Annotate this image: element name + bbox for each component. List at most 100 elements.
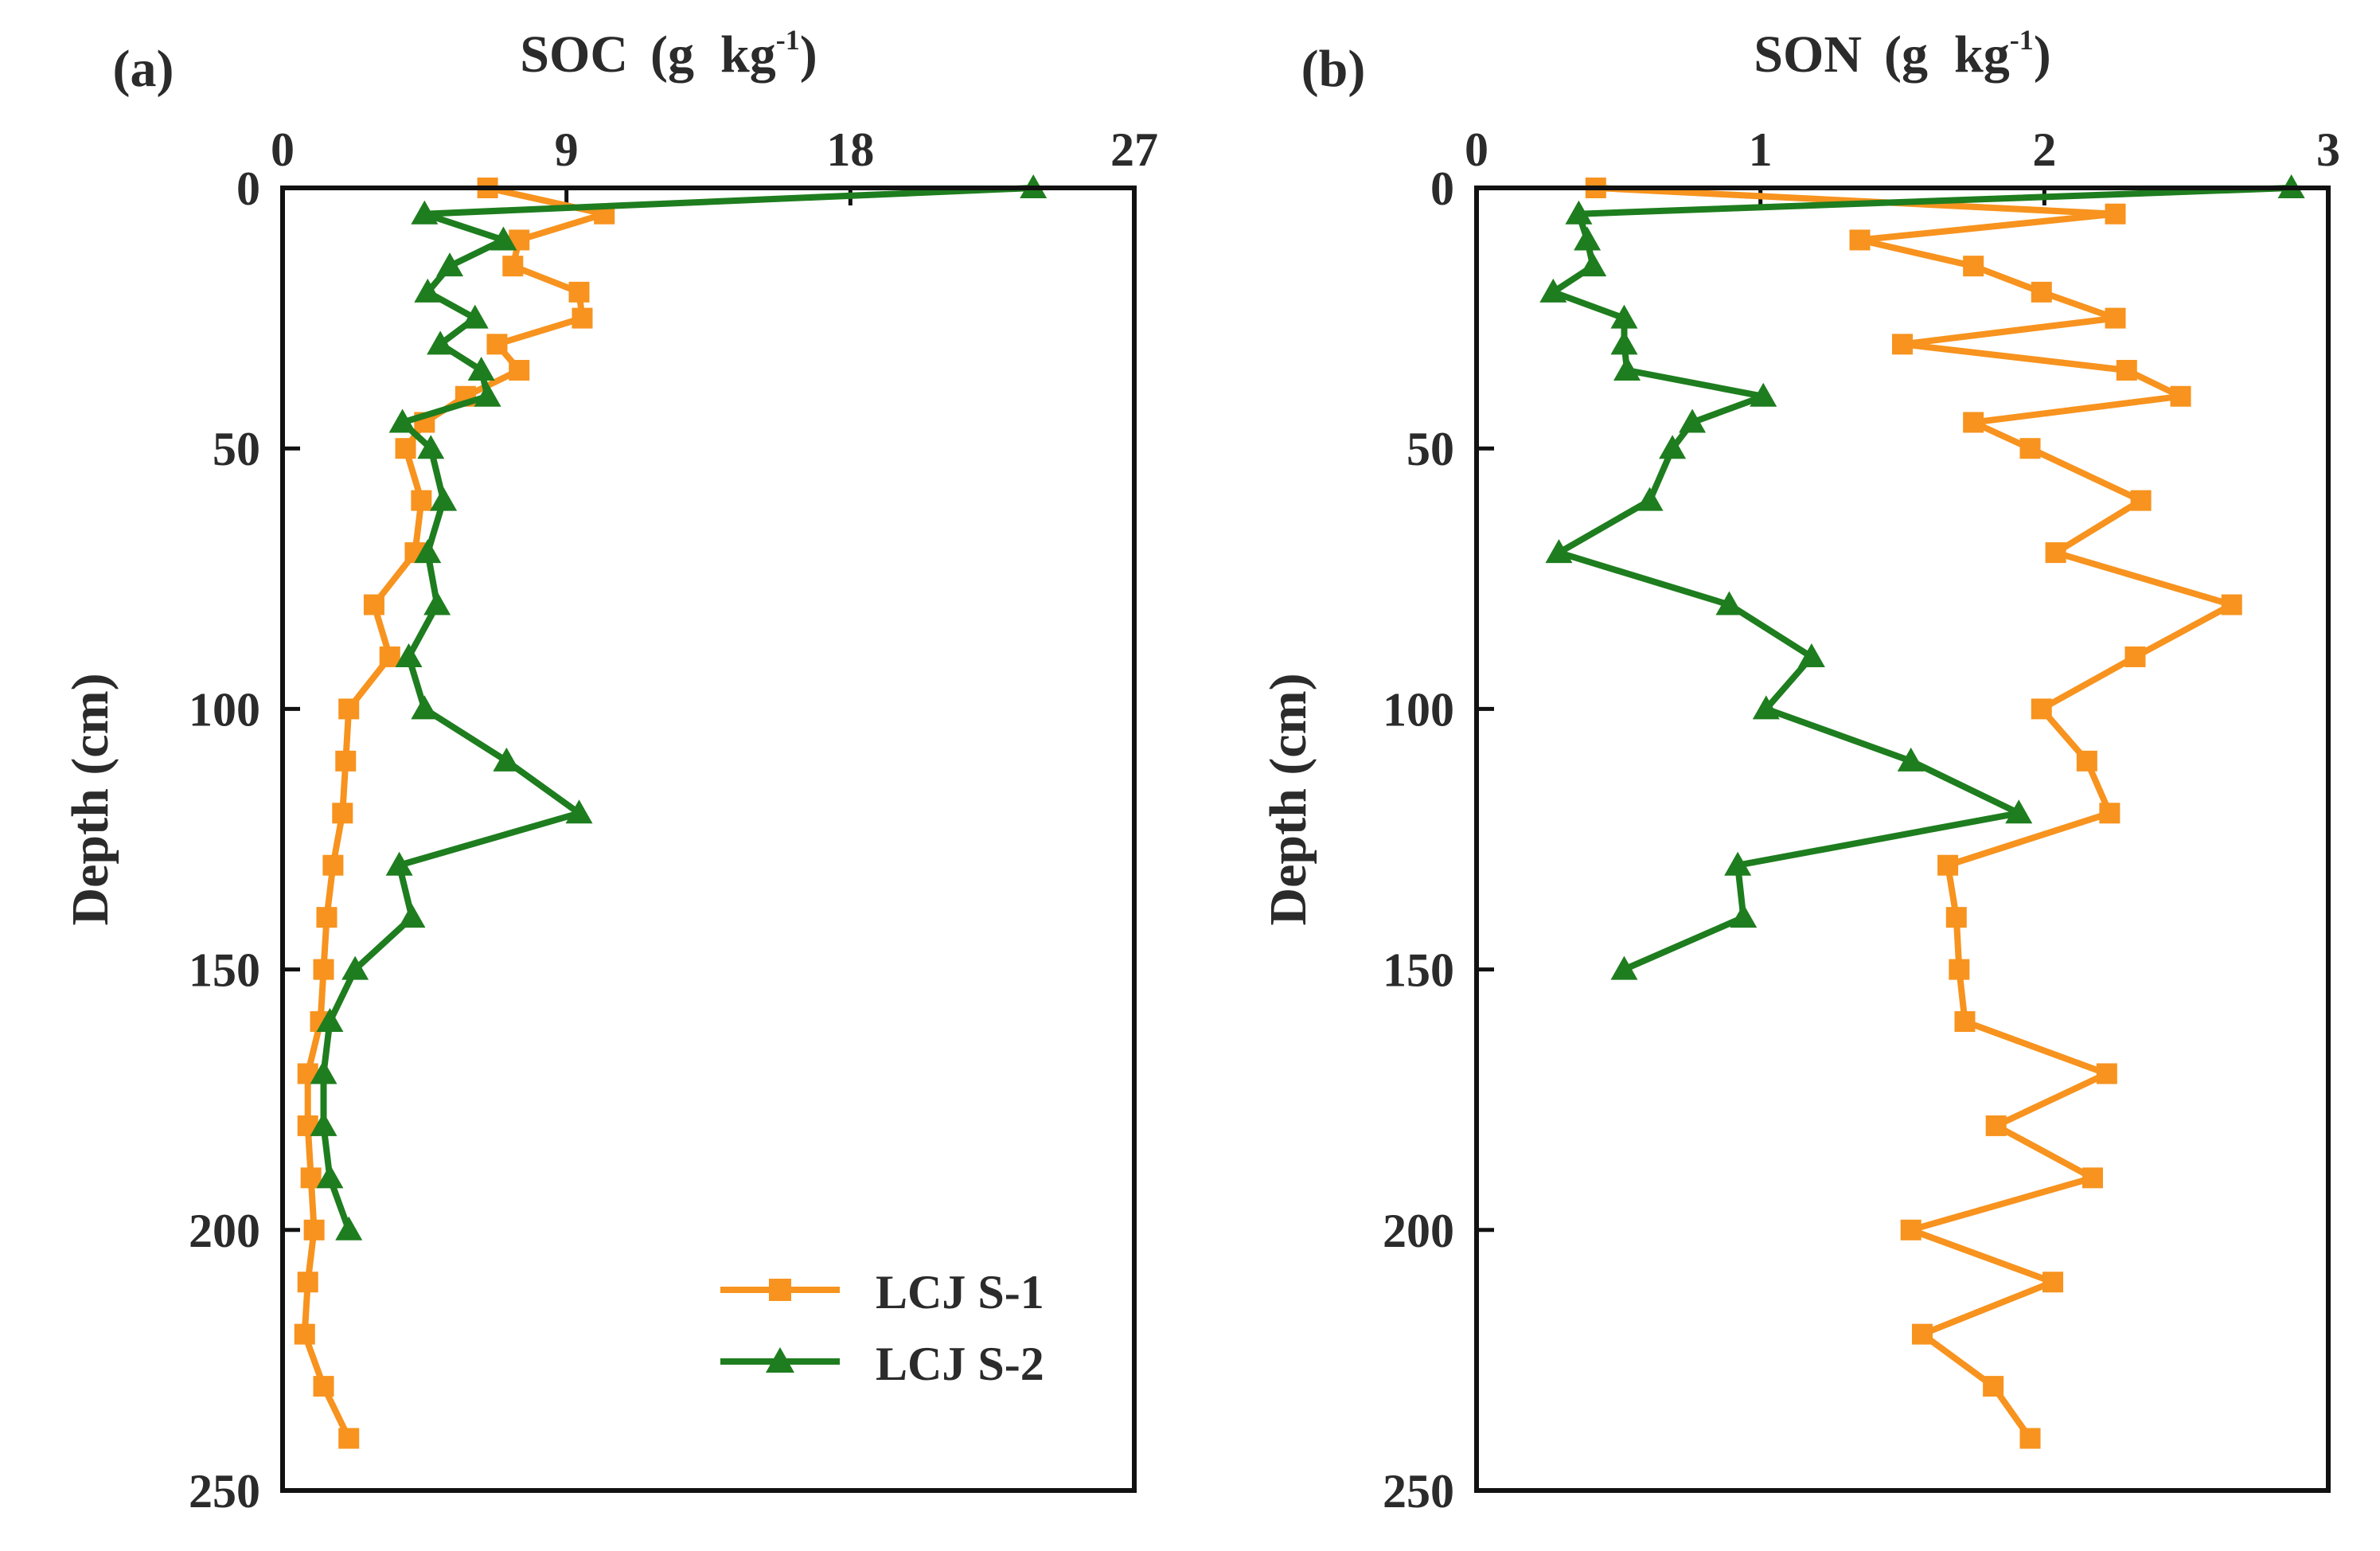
point-lcj-s-2-b — [1797, 643, 1825, 667]
legend-marker-s2 — [766, 1347, 794, 1373]
legend: LCJ S-1 LCJ S-2 — [720, 1266, 1044, 1390]
y-tick-label-b: 250 — [1383, 1465, 1454, 1518]
point-lcj-s-1-a — [379, 646, 400, 667]
point-lcj-s-2-a — [411, 200, 439, 225]
point-lcj-s-1-b — [2170, 385, 2191, 407]
point-lcj-s-2-b — [1539, 278, 1567, 303]
point-lcj-s-1-a — [313, 1376, 334, 1397]
x-axis-unit-close-b: ) — [2034, 25, 2051, 84]
y-tick-label-a: 150 — [189, 944, 260, 997]
x-tick-label-a: 18 — [826, 123, 874, 176]
point-lcj-s-1-b — [2019, 1428, 2041, 1449]
point-lcj-s-2-b — [1545, 539, 1573, 564]
x-axis-title-b: SON (g kg-1) — [1754, 24, 2050, 84]
x-tick-label-a: 9 — [555, 123, 579, 176]
point-lcj-s-1-b — [2124, 646, 2146, 667]
point-lcj-s-1-b — [2031, 281, 2052, 303]
y-tick-label-b: 50 — [1407, 423, 1454, 475]
series-a — [294, 174, 1048, 1449]
point-lcj-s-1-a — [411, 490, 432, 511]
y-tick-label-b: 100 — [1383, 683, 1454, 736]
y-tick-label-a: 50 — [213, 423, 260, 475]
plot-frame-b — [1474, 186, 2331, 1493]
point-lcj-s-2-a — [398, 904, 426, 928]
point-lcj-s-1-a — [313, 959, 334, 980]
x-axis-unit-close-a: ) — [800, 25, 817, 84]
point-lcj-s-1-b — [1983, 1376, 2004, 1397]
point-lcj-s-2-b — [1679, 408, 1707, 433]
point-lcj-s-2-a — [414, 278, 442, 303]
point-lcj-s-1-b — [1937, 854, 1959, 876]
point-lcj-s-1-b — [2045, 542, 2066, 564]
point-lcj-s-1-b — [2082, 1167, 2103, 1189]
x-axis-title-a: SOC (g kg-1) — [520, 24, 817, 84]
point-lcj-s-1-b — [2099, 803, 2121, 824]
point-lcj-s-2-a — [461, 304, 489, 329]
y-tick-label-b: 200 — [1383, 1205, 1454, 1257]
point-lcj-s-1-b — [2043, 1272, 2064, 1293]
x-axis-unit-open-a: (g kg — [650, 25, 776, 84]
point-lcj-s-2-a — [565, 799, 593, 824]
point-lcj-s-1-a — [338, 698, 360, 720]
series-line-lcj-s-2-b — [1550, 185, 2292, 973]
point-lcj-s-1-b — [1911, 1323, 1933, 1345]
point-lcj-s-2-a — [423, 591, 451, 615]
point-lcj-s-1-b — [2019, 438, 2041, 459]
panel-a-soc: (a) SOC (g kg-1) Depth (cm) 0 9 18 27 0 50 100 1… — [61, 24, 1158, 1518]
y-tick-label-b: 150 — [1383, 944, 1454, 997]
point-lcj-s-1-a — [316, 907, 337, 928]
point-lcj-s-1-a — [338, 1428, 360, 1449]
x-tick-label-a: 27 — [1110, 123, 1158, 176]
point-lcj-s-1-b — [1849, 229, 1871, 251]
point-lcj-s-1-b — [2096, 1063, 2117, 1084]
point-lcj-s-2-b — [1897, 747, 1925, 772]
y-axis-label-b: Depth (cm) — [1259, 673, 1317, 925]
point-lcj-s-2-b — [1579, 252, 1607, 277]
point-lcj-s-2-a — [490, 226, 517, 251]
point-lcj-s-1-b — [1900, 1219, 1922, 1240]
point-lcj-s-1-a — [568, 281, 590, 303]
point-lcj-s-2-a — [414, 539, 442, 564]
point-lcj-s-1-b — [1892, 334, 1913, 355]
y-tick-label-b: 0 — [1430, 162, 1454, 215]
point-lcj-s-1-a — [300, 1167, 322, 1189]
point-lcj-s-2-a — [341, 955, 369, 980]
point-lcj-s-1-a — [322, 854, 344, 876]
x-axis-unit-open-b: (g kg — [1884, 25, 2010, 84]
point-lcj-s-2-b — [1730, 904, 1758, 928]
x-axis-unit-sup-a: -1 — [776, 24, 800, 56]
point-lcj-s-1-b — [2221, 594, 2242, 615]
series-line-lcj-s-1-b — [1595, 185, 2235, 1440]
point-lcj-s-2-b — [1565, 200, 1593, 225]
point-lcj-s-1-b — [1963, 256, 1984, 277]
y-axis-label-a: Depth (cm) — [61, 673, 119, 925]
point-lcj-s-1-b — [2116, 360, 2137, 381]
panel-label-b: (b) — [1301, 40, 1366, 98]
point-lcj-s-1-b — [2105, 307, 2126, 329]
ticks-b: 0 1 2 3 0 50 100 150 200 250 — [1383, 123, 2340, 1518]
legend-label-s2: LCJ S-2 — [876, 1338, 1044, 1390]
point-lcj-s-2-a — [310, 1111, 337, 1136]
x-tick-label-b: 3 — [2316, 123, 2340, 176]
point-lcj-s-2-b — [1715, 591, 1743, 615]
point-lcj-s-2-a — [493, 747, 521, 772]
legend-label-s1: LCJ S-1 — [876, 1266, 1044, 1319]
point-lcj-s-2-a — [316, 1164, 344, 1189]
plot-frame-a — [280, 186, 1137, 1493]
point-lcj-s-1-a — [332, 803, 353, 824]
panel-b-son: (b) SON (g kg-1) Depth (cm) 0 1 2 3 0 50 100 150… — [1259, 24, 2340, 1518]
point-lcj-s-2-a — [467, 357, 495, 381]
point-lcj-s-1-a — [294, 1323, 315, 1345]
x-axis-label-a: SOC — [520, 25, 628, 84]
x-tick-label-a: 0 — [271, 123, 295, 176]
point-lcj-s-2-b — [1636, 486, 1664, 511]
x-tick-label-b: 1 — [1749, 123, 1773, 176]
point-lcj-s-2-a — [310, 1060, 337, 1084]
point-lcj-s-1-a — [395, 438, 416, 459]
point-lcj-s-2-a — [436, 252, 464, 277]
point-lcj-s-1-b — [1985, 1115, 2007, 1136]
point-lcj-s-2-a — [427, 330, 455, 355]
point-lcj-s-2-a — [395, 643, 423, 667]
point-lcj-s-1-b — [2031, 698, 2052, 720]
